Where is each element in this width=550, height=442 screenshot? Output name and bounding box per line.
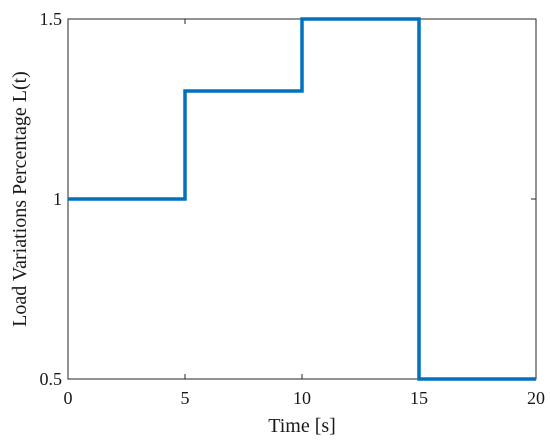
- x-tick-label: 5: [181, 388, 190, 408]
- x-tick-label: 15: [410, 388, 428, 408]
- x-tick-label: 0: [64, 388, 73, 408]
- y-tick-label: 1.5: [40, 9, 63, 29]
- tick-labels: 0 5 10 15 20 0.5 1 1.5: [40, 9, 546, 408]
- x-tick-label: 20: [527, 388, 545, 408]
- y-tick-label: 1: [53, 189, 62, 209]
- y-tick-label: 0.5: [40, 369, 63, 389]
- y-axis-label: Load Variations Percentage L(t): [9, 71, 31, 327]
- x-axis-label: Time [s]: [268, 415, 336, 437]
- x-tick-label: 10: [293, 388, 311, 408]
- load-step-line: [68, 17, 536, 381]
